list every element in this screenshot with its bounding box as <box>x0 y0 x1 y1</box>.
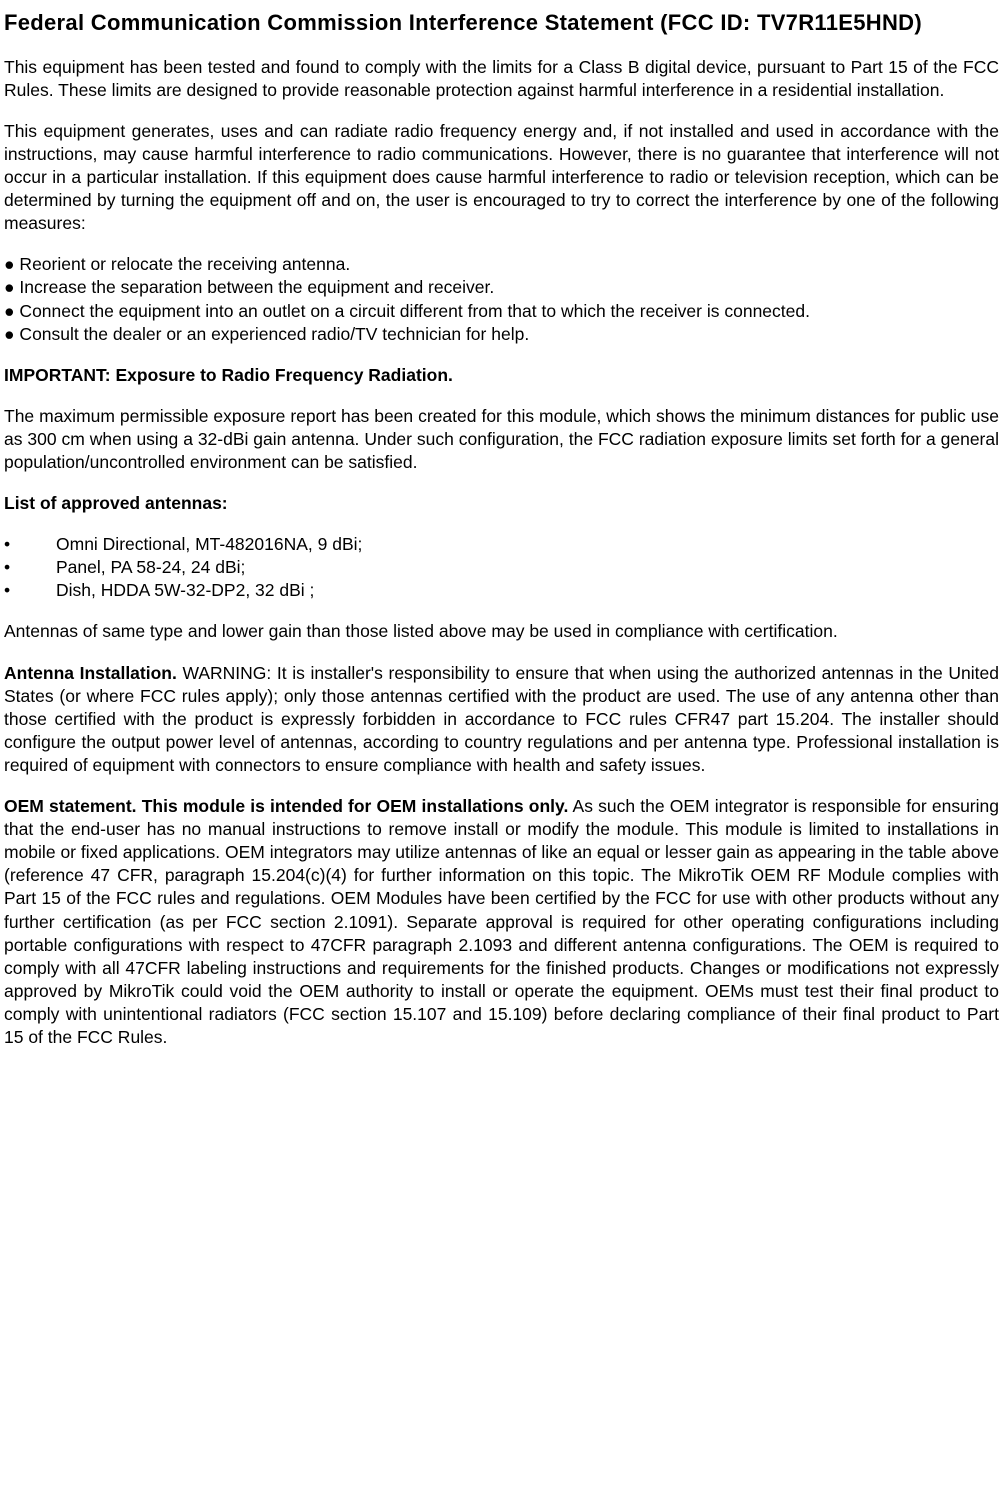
antenna-installation-heading: Antenna Installation. <box>4 663 177 683</box>
exposure-paragraph: The maximum permissible exposure report … <box>4 405 999 474</box>
bullet-icon: • <box>4 533 56 556</box>
intro-paragraph-1: This equipment has been tested and found… <box>4 56 999 102</box>
list-item: •Panel, PA 58-24, 24 dBi; <box>4 556 999 579</box>
measures-list: ● Reorient or relocate the receiving ant… <box>4 253 999 345</box>
list-item: ● Consult the dealer or an experienced r… <box>4 323 999 346</box>
list-item: •Dish, HDDA 5W-32-DP2, 32 dBi ; <box>4 579 999 602</box>
antenna-label: Dish, HDDA 5W-32-DP2, 32 dBi ; <box>56 580 314 600</box>
antenna-label: Omni Directional, MT-482016NA, 9 dBi; <box>56 534 362 554</box>
important-heading: IMPORTANT: Exposure to Radio Frequency R… <box>4 364 999 387</box>
intro-paragraph-2: This equipment generates, uses and can r… <box>4 120 999 235</box>
antennas-list: •Omni Directional, MT-482016NA, 9 dBi; •… <box>4 533 999 602</box>
oem-statement-body: As such the OEM integrator is responsibl… <box>4 796 999 1047</box>
bullet-icon: • <box>4 556 56 579</box>
list-item: •Omni Directional, MT-482016NA, 9 dBi; <box>4 533 999 556</box>
antenna-installation-paragraph: Antenna Installation. WARNING: It is ins… <box>4 662 999 777</box>
oem-statement-paragraph: OEM statement. This module is intended f… <box>4 795 999 1049</box>
antenna-label: Panel, PA 58-24, 24 dBi; <box>56 557 245 577</box>
list-item: ● Connect the equipment into an outlet o… <box>4 300 999 323</box>
list-item: ● Increase the separation between the eq… <box>4 276 999 299</box>
antennas-note: Antennas of same type and lower gain tha… <box>4 620 999 643</box>
oem-statement-heading: OEM statement. This module is intended f… <box>4 796 568 816</box>
page-title: Federal Communication Commission Interfe… <box>4 8 999 38</box>
antennas-heading: List of approved antennas: <box>4 492 999 515</box>
list-item: ● Reorient or relocate the receiving ant… <box>4 253 999 276</box>
bullet-icon: • <box>4 579 56 602</box>
